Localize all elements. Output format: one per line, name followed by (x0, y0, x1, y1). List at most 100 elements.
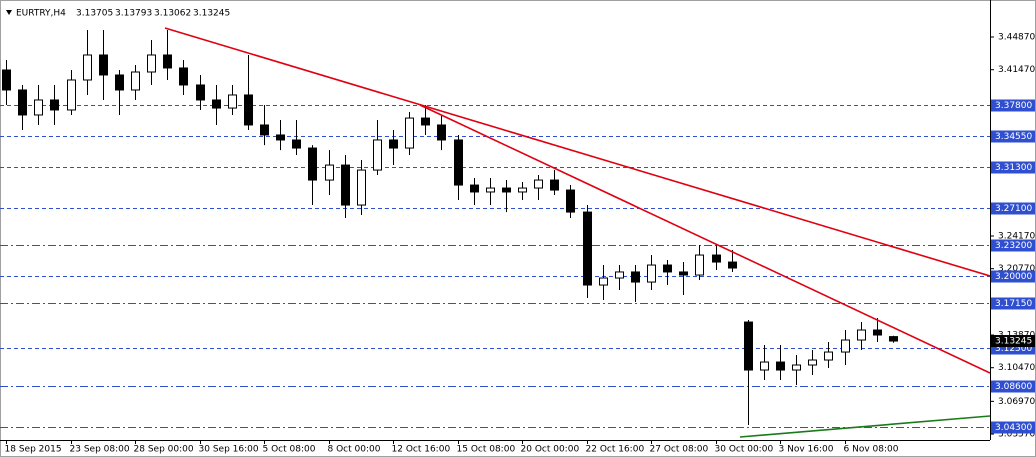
candle-body (760, 361, 769, 371)
candle-body (67, 79, 76, 111)
level-label-box (991, 239, 1035, 252)
candle-body (50, 99, 59, 111)
levels (0, 105, 990, 428)
candle-body (615, 271, 624, 279)
level-label: 3.37800 (995, 101, 1032, 111)
candle-body (244, 94, 253, 126)
candle-body (405, 117, 414, 149)
x-tick-label: 3 Nov 16:00 (779, 445, 834, 455)
x-tick-label: 12 Oct 16:00 (392, 445, 451, 455)
candle-body (18, 89, 27, 116)
candle-body (824, 351, 833, 361)
level-label: 3.34550 (995, 132, 1032, 142)
candle-body (599, 277, 608, 286)
header-open: 3.13705 (76, 9, 113, 19)
x-tick-label: 15 Oct 08:00 (457, 445, 516, 455)
candle-body (728, 261, 737, 269)
candle-body (841, 339, 850, 353)
x-tick-label: 30 Sep 16:00 (199, 445, 259, 455)
candle-body (566, 189, 575, 213)
candle-body (776, 361, 785, 371)
candle-body (873, 329, 882, 336)
candle-body (647, 264, 656, 283)
candle-body (550, 179, 559, 191)
y-tick-label: 3.44870 (998, 33, 1035, 43)
x-tick-label: 28 Sep 00:00 (134, 445, 194, 455)
header-close: 3.13245 (193, 9, 230, 19)
x-tick-label: 18 Sep 2015 (5, 445, 62, 455)
level-label-box (991, 130, 1035, 143)
candle-body (228, 94, 237, 109)
trend-line (164, 27, 990, 277)
level-label: 3.17150 (995, 299, 1032, 309)
level-label: 3.08600 (995, 382, 1032, 392)
level-label: 3.27100 (995, 204, 1032, 214)
candle-body (889, 336, 898, 342)
x-tick-label: 5 Oct 08:00 (263, 445, 316, 455)
candle-body (502, 187, 511, 193)
candle-body (212, 99, 221, 109)
level-label-box (991, 202, 1035, 215)
x-tick-label: 6 Nov 08:00 (844, 445, 899, 455)
x-tick-label: 23 Sep 08:00 (70, 445, 130, 455)
x-tick-label: 27 Oct 08:00 (650, 445, 709, 455)
x-tick-label: 22 Oct 16:00 (586, 445, 645, 455)
candle-body (695, 254, 704, 276)
candle-body (276, 134, 285, 141)
candle-body (131, 71, 140, 91)
trend-line (739, 415, 990, 438)
menu-triangle[interactable] (6, 10, 12, 15)
candle-body (83, 54, 92, 81)
y-tick-label: 3.10470 (998, 363, 1035, 373)
candle-body (389, 139, 398, 149)
level-label: 3.20000 (995, 272, 1032, 282)
level-label-box (991, 297, 1035, 310)
candle-body (518, 187, 527, 193)
x-tick-label: 30 Oct 00:00 (715, 445, 774, 455)
level-label-box (991, 421, 1035, 434)
level-label: 3.23200 (995, 241, 1032, 251)
candle-body (486, 187, 495, 193)
level-label-box (991, 270, 1035, 283)
candle-body (179, 67, 188, 86)
y-tick-label: 3.24170 (998, 232, 1035, 242)
candle-body (115, 74, 124, 91)
candle-body (631, 271, 640, 283)
candle-body (163, 54, 172, 69)
y-tick-label: 3.41470 (998, 65, 1035, 75)
candle-body (421, 117, 430, 126)
trend-lines (164, 27, 990, 438)
current-price-label: 3.13245 (995, 337, 1032, 347)
level-label-box (991, 161, 1035, 174)
header-high: 3.13793 (115, 9, 152, 19)
candle-body (470, 184, 479, 193)
candle-body (663, 264, 672, 273)
candle-body (99, 54, 108, 76)
candle-body (712, 254, 721, 263)
current-price-box (991, 335, 1035, 348)
candle-body (437, 124, 446, 141)
candle-body (341, 164, 350, 206)
y-tick-label: 3.03570 (998, 430, 1035, 440)
candle-body (857, 329, 866, 341)
x-tick-label: 20 Oct 00:00 (521, 445, 580, 455)
candle-body (325, 164, 334, 181)
candle-body (34, 99, 43, 116)
level-label: 3.04300 (995, 423, 1032, 433)
candle-body (292, 139, 301, 149)
candle-body (454, 139, 463, 186)
level-label: 3.12500 (995, 344, 1032, 354)
candle-body (808, 359, 817, 366)
candle-body (534, 179, 543, 189)
level-label: 3.31300 (995, 163, 1032, 173)
candle-body (147, 54, 156, 73)
level-label-box (991, 99, 1035, 112)
candle-body (679, 271, 688, 276)
candle-body (357, 169, 366, 206)
candle-body (308, 147, 317, 181)
y-tick-label: 3.20770 (998, 264, 1035, 274)
symbol: EURTRY,H4 (16, 9, 66, 19)
candle-body (583, 211, 592, 286)
